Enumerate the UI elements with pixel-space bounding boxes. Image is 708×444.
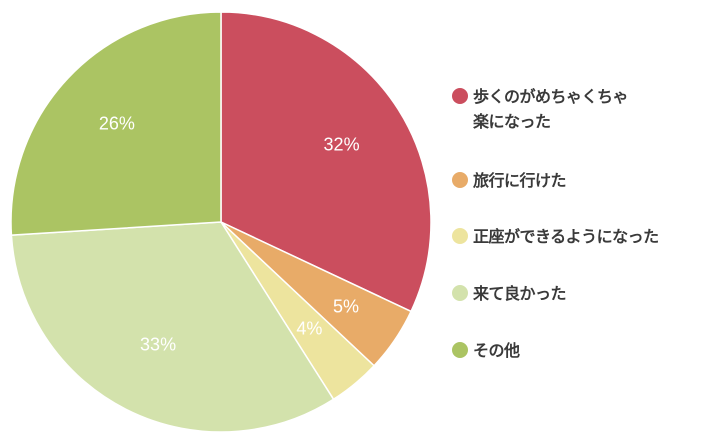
legend-item-walk: 歩くのがめちゃくちゃ 楽になった: [452, 84, 629, 134]
legend-dot-icon: [452, 88, 468, 104]
slice-percent-label: 26%: [98, 113, 135, 134]
legend-label: 来て良かった: [473, 284, 567, 303]
pie-chart: [10, 11, 432, 433]
legend-label: 正座ができるようになった: [473, 227, 659, 246]
pie-slice: [10, 221, 335, 433]
legend-item-seiza: 正座ができるようになった: [452, 224, 659, 249]
pie-slice: [220, 11, 432, 313]
legend-label: 歩くのがめちゃくちゃ 楽になった: [473, 87, 629, 131]
legend-dot-icon: [452, 228, 468, 244]
legend-item-travel: 旅行に行けた: [452, 168, 567, 193]
slice-percent-label: 5%: [333, 296, 360, 317]
slice-percent-label: 4%: [296, 318, 323, 339]
legend-item-glad: 来て良かった: [452, 281, 567, 306]
legend-item-other: その他: [452, 338, 520, 363]
legend-dot-icon: [452, 172, 468, 188]
slice-percent-label: 33%: [140, 334, 177, 355]
slice-percent-label: 32%: [323, 134, 360, 155]
legend-dot-icon: [452, 342, 468, 358]
legend-dot-icon: [452, 285, 468, 301]
legend-label: その他: [473, 341, 520, 360]
legend-label: 旅行に行けた: [473, 171, 567, 190]
pie-slice: [10, 11, 222, 236]
